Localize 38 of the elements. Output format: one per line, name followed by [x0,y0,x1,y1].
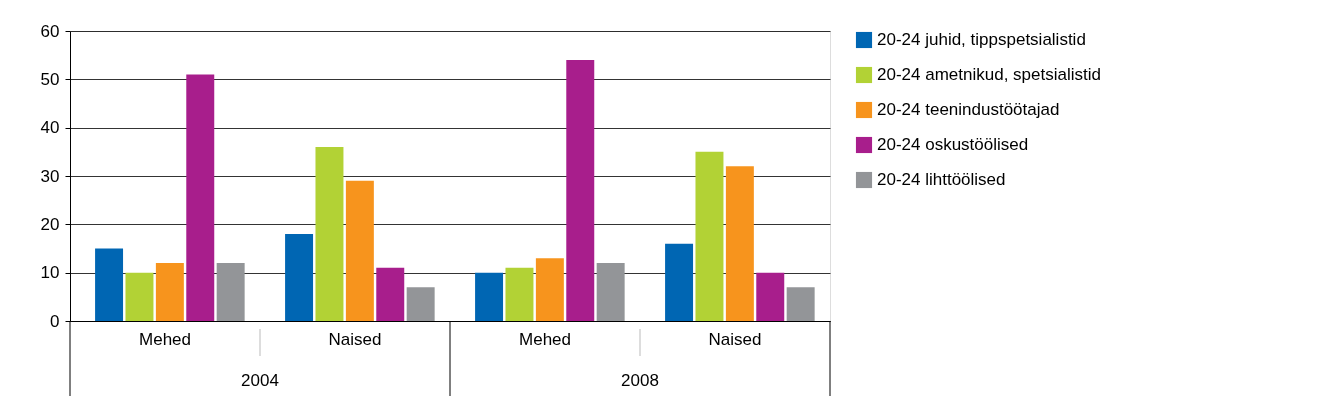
y-tick-label: 20 [40,214,60,234]
legend-label: 20-24 juhid, tippspetsialistid [877,30,1086,49]
bar [376,267,405,321]
bar [186,74,215,321]
bar [786,287,815,321]
bar [216,263,245,321]
bar [125,272,154,321]
y-tick-label: 50 [40,69,60,89]
x-tick-label: Mehed [519,329,571,349]
text: 2004 [241,371,279,390]
bar [475,272,504,321]
y-tick-label: 10 [40,263,60,283]
x-tick-label: Naised [328,329,382,349]
bar [596,263,625,321]
legend-label: 20-24 oskustöölised [877,135,1029,154]
bar [756,272,785,321]
legend-label: 20-24 ametnikud, spetsialistid [877,65,1101,84]
y-tick-label: 60 [40,21,60,41]
bar [695,151,724,321]
bar [725,166,754,321]
text: 2008 [621,371,659,390]
x-tick-label: Mehed [139,329,191,349]
bar [566,60,595,321]
bar [285,234,314,321]
legend-label: 20-24 teenindustöötajad [877,100,1060,119]
bar [535,258,564,321]
bar [665,243,694,321]
bar [406,287,435,321]
y-tick-label: 30 [40,166,60,186]
legend-label: 20-24 lihttöölised [877,170,1006,189]
bar [315,147,344,321]
bar [95,248,124,321]
bar [345,180,374,321]
bar [155,263,184,321]
y-tick-label: 40 [40,118,60,138]
y-tick-label: 0 [50,311,60,331]
x-tick-label: Naised [708,329,762,349]
bar [505,267,534,321]
